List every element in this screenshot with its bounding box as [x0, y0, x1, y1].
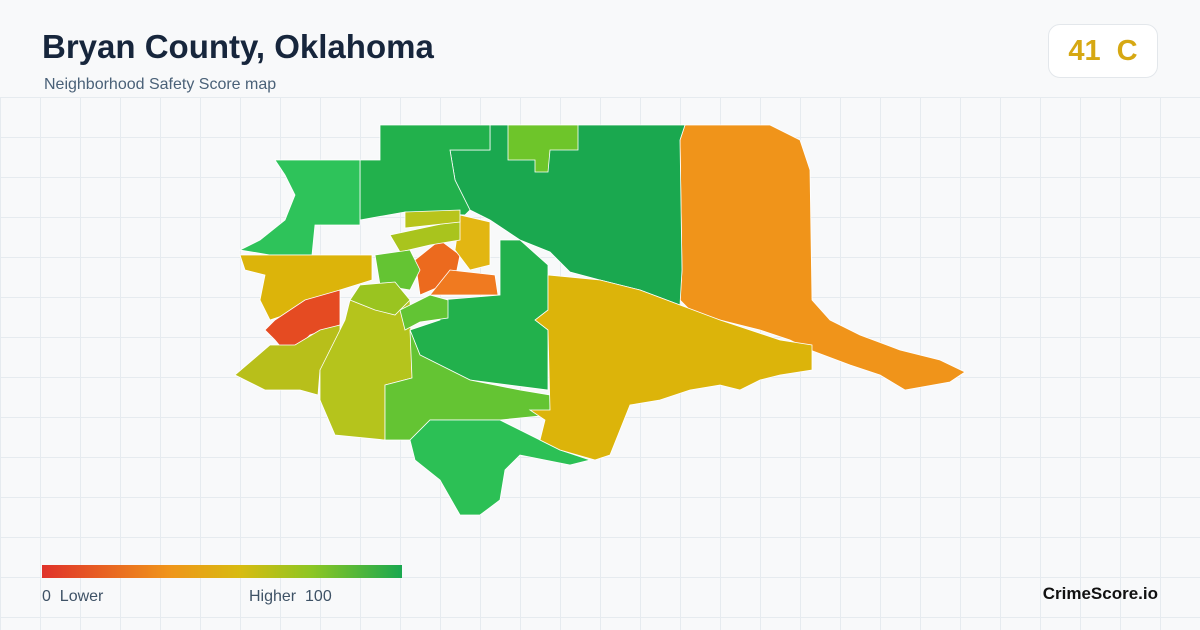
- region: [399, 294, 449, 331]
- region: [507, 124, 579, 173]
- title: Bryan County, Oklahoma: [42, 28, 434, 65]
- brand: CrimeScore.io: [1042, 584, 1158, 603]
- legend-max-label: Higher: [249, 588, 297, 605]
- score-badge: 41 C: [1048, 24, 1158, 78]
- region: [679, 124, 966, 391]
- region: [374, 249, 421, 291]
- score-value: 41: [1068, 34, 1101, 67]
- region: [404, 209, 461, 229]
- region: [429, 269, 499, 296]
- region: [349, 281, 411, 316]
- legend-min: 0: [42, 588, 51, 605]
- legend-gradient: [42, 565, 402, 578]
- legend-max-group: Higher 100: [249, 588, 332, 606]
- region: [454, 214, 491, 271]
- legend-min-group: 0 Lower: [42, 588, 103, 606]
- legend-max: 100: [305, 588, 332, 605]
- region: [238, 159, 361, 256]
- region: [359, 124, 491, 221]
- region: [528, 274, 813, 461]
- subtitle: Neighborhood Safety Score map: [44, 76, 277, 93]
- region: [409, 239, 549, 391]
- legend-min-label: Lower: [59, 588, 104, 605]
- score-grade: C: [1116, 34, 1138, 67]
- region: [409, 419, 592, 516]
